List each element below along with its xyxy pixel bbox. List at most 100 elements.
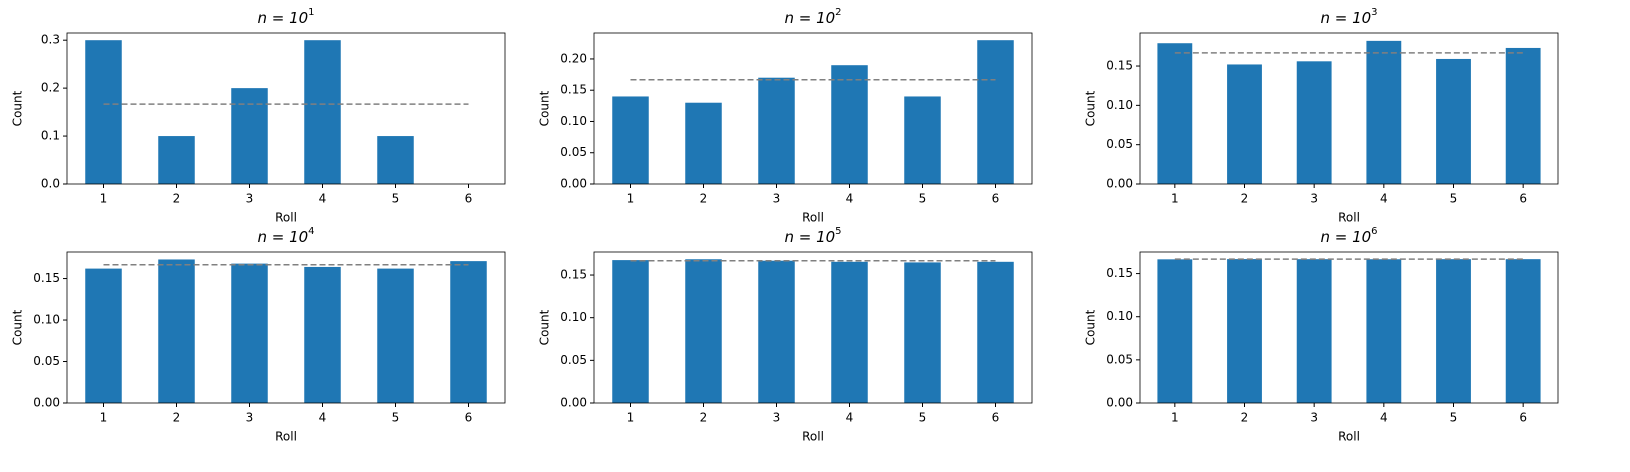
x-tick-label: 5 [392, 192, 400, 206]
y-tick-label: 0.05 [33, 354, 60, 368]
y-tick-label: 0.00 [33, 396, 60, 410]
bar [1436, 58, 1471, 184]
x-tick-label: 4 [846, 411, 854, 425]
x-tick-label: 6 [465, 192, 473, 206]
bar [1436, 259, 1471, 403]
y-tick-label: 0.10 [560, 310, 587, 324]
y-tick-label: 0.15 [1106, 59, 1133, 73]
x-tick-label: 5 [919, 411, 927, 425]
y-tick-label: 0.15 [1106, 266, 1133, 280]
bar [377, 268, 414, 403]
y-tick-label: 0.10 [1106, 309, 1133, 323]
x-tick-label: 4 [1380, 411, 1388, 425]
bar [904, 96, 941, 184]
y-tick-label: 0.3 [41, 33, 60, 47]
bar [304, 40, 341, 184]
subplot-title: n = 103 [1320, 7, 1377, 27]
x-tick-label: 6 [465, 411, 473, 425]
bar [377, 136, 414, 184]
x-tick-label: 2 [1241, 192, 1249, 206]
axes-frame [66, 32, 506, 185]
y-tick-label: 0.00 [1106, 396, 1133, 410]
bar [1227, 64, 1262, 184]
title-text: n = 10 [257, 9, 308, 27]
bar [1366, 259, 1402, 403]
subplot-title: n = 102 [784, 7, 841, 27]
axes-frame [593, 251, 1033, 404]
x-tick-label: 1 [627, 411, 635, 425]
bar [158, 259, 195, 403]
x-tick-label: 1 [1171, 192, 1179, 206]
bar [831, 261, 868, 403]
x-tick-label: 6 [1519, 192, 1527, 206]
y-axis-label: Count [1084, 90, 1098, 126]
title-exponent: 1 [308, 7, 314, 18]
x-tick-label: 1 [627, 192, 635, 206]
y-axis-label: Count [11, 90, 25, 126]
x-tick-label: 6 [1519, 411, 1527, 425]
title-exponent: 2 [835, 7, 841, 18]
subplot-title: n = 101 [257, 7, 314, 27]
y-tick-label: 0.1 [41, 129, 60, 143]
x-tick-label: 1 [1171, 411, 1179, 425]
bar [304, 266, 341, 403]
x-tick-label: 4 [1380, 192, 1388, 206]
bar [1157, 259, 1193, 403]
x-tick-label: 3 [773, 411, 781, 425]
bar [685, 259, 722, 403]
x-axis-label: Roll [275, 430, 297, 444]
title-exponent: 4 [308, 226, 314, 237]
y-axis-label: Count [538, 309, 552, 345]
x-tick-label: 2 [700, 192, 708, 206]
x-tick-label: 1 [100, 192, 108, 206]
x-tick-label: 3 [246, 192, 254, 206]
y-tick-label: 0.15 [33, 271, 60, 285]
subplot-title: n = 105 [784, 226, 841, 246]
y-axis-label: Count [1084, 309, 1098, 345]
subplot-title: n = 106 [1320, 226, 1377, 246]
y-tick-label: 0.05 [560, 353, 587, 367]
bar [1296, 259, 1332, 403]
bar [85, 268, 122, 403]
x-axis-label: Roll [1338, 211, 1360, 225]
y-tick-label: 0.10 [560, 114, 587, 128]
y-tick-label: 0.05 [1106, 352, 1133, 366]
title-exponent: 3 [1371, 7, 1377, 18]
y-tick-label: 0.15 [560, 83, 587, 97]
x-tick-label: 4 [319, 192, 327, 206]
x-tick-label: 2 [173, 192, 181, 206]
y-tick-label: 0.05 [560, 145, 587, 159]
bar [904, 262, 941, 403]
bar [85, 40, 122, 184]
x-tick-label: 2 [173, 411, 181, 425]
axes-frame [66, 251, 506, 404]
y-tick-label: 0.15 [560, 268, 587, 282]
x-tick-label: 5 [1450, 411, 1458, 425]
bar [612, 260, 649, 403]
bar [231, 88, 268, 184]
x-tick-label: 3 [246, 411, 254, 425]
y-tick-label: 0.10 [33, 313, 60, 327]
bar [1157, 43, 1193, 185]
title-text: n = 10 [1320, 9, 1371, 27]
bar [1366, 40, 1402, 185]
bar [612, 96, 649, 184]
y-tick-label: 0.00 [1106, 177, 1133, 191]
y-tick-label: 0.00 [560, 177, 587, 191]
title-text: n = 10 [1320, 228, 1371, 246]
bar [1505, 47, 1541, 185]
bar [685, 102, 722, 184]
bar [450, 261, 487, 403]
title-text: n = 10 [784, 9, 835, 27]
x-axis-label: Roll [275, 211, 297, 225]
bar [758, 260, 795, 403]
bar [977, 261, 1014, 403]
y-tick-label: 0.00 [560, 396, 587, 410]
x-tick-label: 3 [773, 192, 781, 206]
x-tick-label: 5 [392, 411, 400, 425]
